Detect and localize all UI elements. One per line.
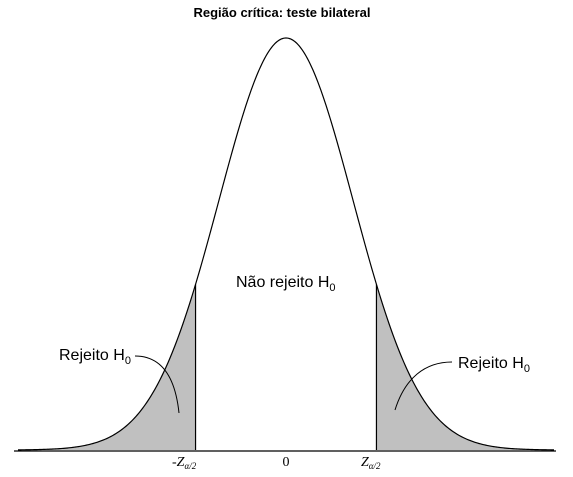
tick-label-minus-z-alpha-half: -Zα/2 bbox=[172, 455, 197, 471]
tick-label-z-alpha-half: Zα/2 bbox=[361, 455, 381, 471]
tick-label-zero: 0 bbox=[283, 455, 290, 470]
normal-curve bbox=[18, 38, 554, 450]
diagram-title: Região crítica: teste bilateral bbox=[193, 5, 370, 20]
center-region-label: Não rejeito H0 bbox=[236, 274, 336, 294]
right-region-label: Rejeito H0 bbox=[458, 355, 530, 375]
left-region-label: Rejeito H0 bbox=[59, 347, 131, 367]
left-rejection-region bbox=[18, 284, 196, 450]
